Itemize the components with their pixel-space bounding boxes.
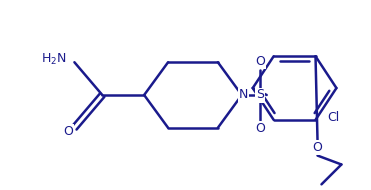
Text: Cl: Cl [328,111,340,124]
Text: S: S [256,89,264,101]
Text: H$_2$N: H$_2$N [41,52,66,67]
Text: N: N [239,89,249,101]
Text: O: O [312,141,322,154]
Text: O: O [255,55,265,68]
Text: O: O [63,125,73,138]
Text: O: O [255,122,265,135]
